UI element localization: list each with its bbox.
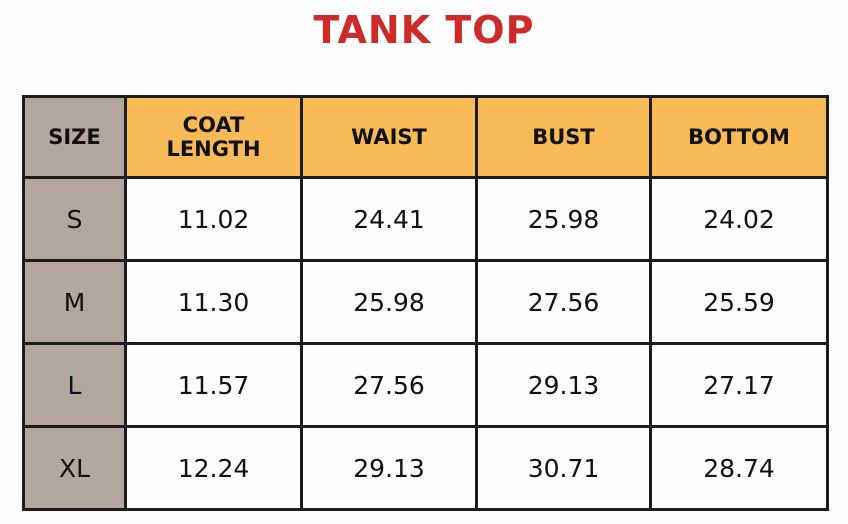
measure-cell: 11.30 [124, 259, 303, 345]
measure-cell: 25.59 [649, 259, 829, 345]
measure-cell: 28.74 [649, 425, 829, 511]
size-table: SIZE COAT LENGTH WAIST BUST BOTTOM S 11.02 24.… [22, 95, 829, 511]
measure-cell: 29.13 [300, 425, 478, 511]
measure-cell: 12.24 [124, 425, 303, 511]
measure-cell: 11.57 [124, 342, 303, 428]
title: TANK TOP [313, 8, 535, 52]
measure-cell: 11.02 [124, 176, 303, 262]
table-row: S 11.02 24.41 25.98 24.02 [22, 176, 829, 262]
header-cell: BOTTOM [649, 95, 829, 179]
measure-cell: 29.13 [475, 342, 652, 428]
measure-cell: 24.02 [649, 176, 829, 262]
measure-cell: 24.41 [300, 176, 478, 262]
size-cell: S [22, 176, 127, 262]
measure-cell: 25.98 [300, 259, 478, 345]
header-cell: SIZE [22, 95, 127, 179]
size-cell: M [22, 259, 127, 345]
measure-cell: 27.56 [300, 342, 478, 428]
measure-cell: 27.56 [475, 259, 652, 345]
size-cell: XL [22, 425, 127, 511]
header-row: SIZE COAT LENGTH WAIST BUST BOTTOM [22, 95, 829, 179]
size-cell: L [22, 342, 127, 428]
measure-cell: 25.98 [475, 176, 652, 262]
table-body: S 11.02 24.41 25.98 24.02 M 11.30 25.98 27.56 25.… [22, 176, 829, 511]
header-cell: BUST [475, 95, 652, 179]
header-cell: COAT LENGTH [124, 95, 303, 179]
table-row: XL 12.24 29.13 30.71 28.74 [22, 425, 829, 511]
table-row: L 11.57 27.56 29.13 27.17 [22, 342, 829, 428]
header-cell: WAIST [300, 95, 478, 179]
measure-cell: 27.17 [649, 342, 829, 428]
measure-cell: 30.71 [475, 425, 652, 511]
table-row: M 11.30 25.98 27.56 25.59 [22, 259, 829, 345]
